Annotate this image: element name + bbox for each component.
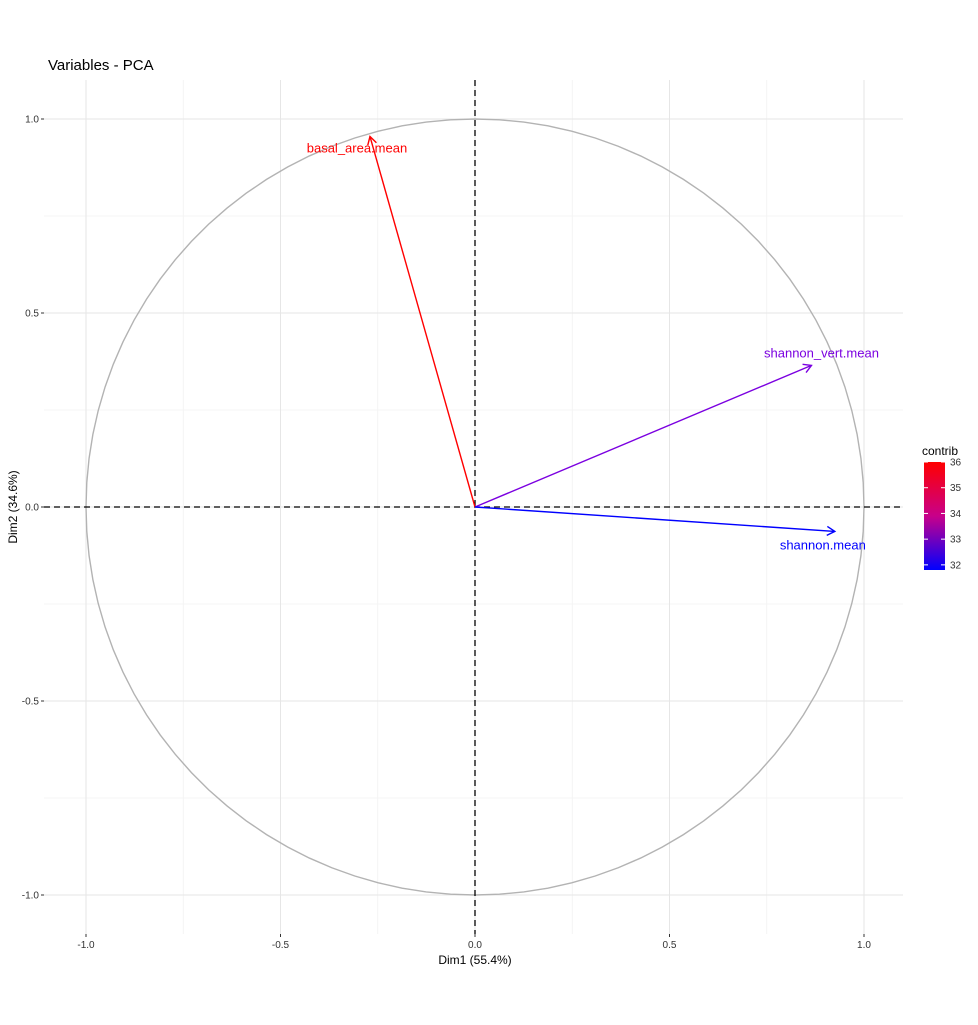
y-axis-label: Dim2 (34.6%) [6, 470, 20, 543]
variable-label: basal_area.mean [307, 140, 407, 155]
variable-arrow [369, 136, 476, 508]
x-tick-label: 0.0 [468, 940, 482, 951]
x-tick-label: 1.0 [857, 940, 871, 951]
variable-label: shannon.mean [780, 537, 866, 552]
legend-colorbar [924, 462, 945, 570]
y-tick-label: 0.0 [25, 503, 39, 514]
variable-arrow [474, 364, 812, 508]
legend-tick-label: 32 [950, 560, 962, 571]
variable-arrow [474, 506, 835, 533]
x-tick-label: -1.0 [77, 940, 95, 951]
x-tick-label: 0.5 [663, 940, 677, 951]
arrow-layer: basal_area.mean shannon_vert.mean shannon.… [307, 135, 879, 552]
legend-tick-label: 34 [950, 509, 962, 520]
y-tick-label: -0.5 [22, 697, 40, 708]
legend: contrib 36 35 34 33 32 [922, 444, 962, 571]
legend-tick-label: 36 [950, 458, 962, 469]
y-tick-label: 0.5 [25, 309, 39, 320]
arrow-head [802, 363, 813, 373]
legend-tick-label: 33 [950, 535, 962, 546]
axes-layer: -1.0 -0.5 0.0 0.5 1.0 -1.0 -0.5 0.0 0.5 1.0 [22, 80, 903, 951]
arrow-head [826, 525, 837, 537]
arrow-head [367, 135, 377, 146]
x-tick-label: -0.5 [272, 940, 290, 951]
legend-tick-label: 35 [950, 483, 962, 494]
y-tick-label: -1.0 [22, 891, 40, 902]
variable-label: shannon_vert.mean [764, 345, 879, 360]
x-axis-label: Dim1 (55.4%) [438, 953, 511, 967]
chart-title: Variables - PCA [48, 57, 154, 74]
legend-title: contrib [922, 444, 958, 458]
y-tick-label: 1.0 [25, 115, 39, 126]
